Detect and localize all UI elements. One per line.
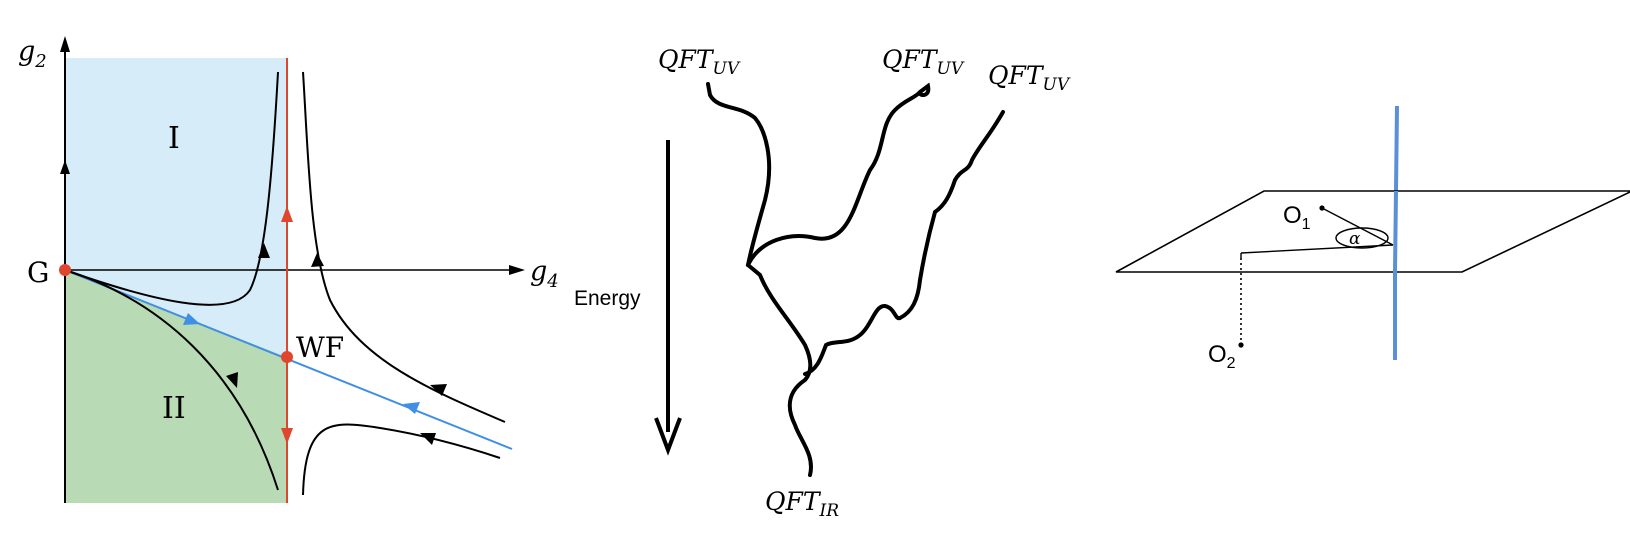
point-o2 (1238, 342, 1244, 348)
region-two-fill (65, 270, 287, 503)
o2-label: O2 (1208, 341, 1236, 372)
qft-uv-label-right: QFTUV (988, 61, 1071, 95)
point-o1 (1319, 205, 1325, 211)
qft-ir-label: QFTIR (765, 487, 839, 521)
wf-fixed-point (281, 351, 293, 363)
g4-axis-arrowhead (509, 265, 525, 275)
flow-curve-upper-left (64, 71, 279, 306)
region-one-fill (65, 58, 287, 270)
branch-middle (746, 82, 931, 267)
segment-projection-to-line (1240, 244, 1394, 254)
blue-line-on-plane (1393, 190, 1398, 273)
angle-arc (1335, 227, 1389, 249)
g4-axis-label: g4 (530, 256, 559, 292)
blue-line-upper (1394, 105, 1399, 192)
flow-curve-lower-right (302, 423, 501, 496)
gaussian-fixed-point (59, 264, 71, 276)
blue-arrow-toward-wf (183, 313, 200, 325)
energy-arrow-head (654, 417, 682, 456)
branch-left (706, 82, 772, 267)
plane-parallelogram (1115, 190, 1630, 273)
plane-panel: O1 O2 α (1115, 105, 1630, 372)
red-arrow-up (281, 206, 293, 222)
flow-arrow-upper-right (311, 253, 324, 267)
qft-uv-label-middle: QFTUV (882, 45, 965, 79)
region-one-label: I (168, 121, 180, 156)
g2-axis-arrowhead (60, 36, 70, 52)
blue-arrow-from-right (403, 402, 420, 414)
angle-alpha-label: α (1349, 229, 1361, 249)
trunk-ir (746, 263, 813, 477)
flow-arrow-right-lower (430, 384, 447, 396)
region-two-label: II (162, 391, 186, 426)
branch-right (803, 110, 1005, 376)
qft-landscape-panel: Energy QFTUV QFTUV QFTUV QFTIR (574, 45, 1071, 521)
g2-axis-label: g2 (18, 36, 47, 72)
rg-flow-panel: g2 g4 I II G WF (18, 36, 559, 503)
segment-o1-to-line (1321, 207, 1394, 246)
flow-arrow-lower-right (420, 433, 436, 445)
energy-label: Energy (574, 287, 641, 310)
flow-curve-lower-left (64, 269, 279, 491)
flow-arrow-upper-left (258, 243, 270, 258)
wf-label: WF (296, 331, 344, 364)
gaussian-label: G (27, 256, 49, 289)
g2-axis-flow-arrow (60, 160, 70, 174)
o1-label: O1 (1283, 202, 1311, 233)
qft-uv-label-left: QFTUV (658, 45, 741, 79)
flow-arrow-lower-left (226, 372, 238, 388)
red-arrow-down (281, 428, 293, 444)
flow-curve-upper-right (302, 71, 506, 423)
